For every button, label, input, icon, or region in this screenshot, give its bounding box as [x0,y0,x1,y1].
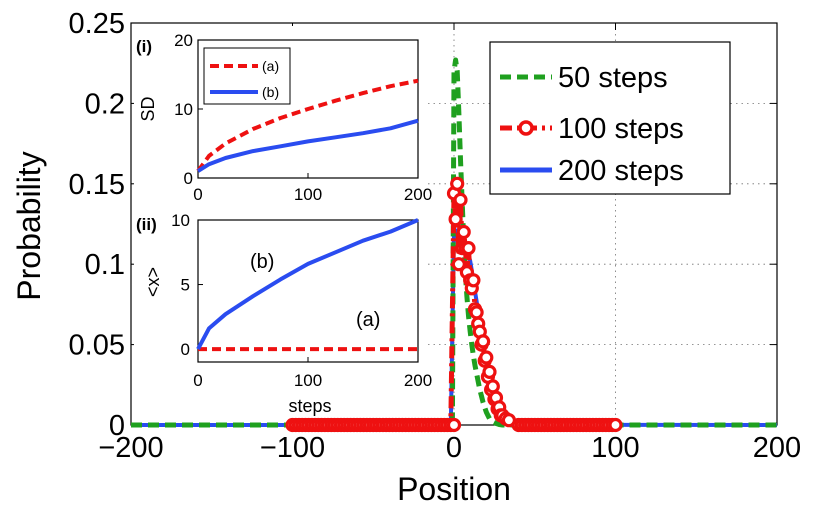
series-marker-100-steps [450,176,465,191]
y-tick-label: 0 [109,410,125,442]
inset-i-y-tick-label: 10 [174,100,193,119]
inset-ii-annotation-b: (b) [250,251,274,273]
x-tick-label: 0 [446,432,462,464]
y-axis-title: Probability [11,151,47,300]
inset-ii-x-tick-label: 0 [193,371,202,390]
series-marker-100-steps [608,417,623,433]
inset-i-x-tick-label: 100 [294,185,322,204]
inset-i-panel-label: (i) [136,37,152,56]
series-line-50-steps [131,57,777,428]
legend-marker-100 [518,120,534,136]
series-marker-100-steps [479,350,494,365]
inset-i-series [196,78,419,173]
inset-ii-y-tick-label: 0 [181,340,190,359]
legend-label-50: 50 steps [558,62,668,94]
inset-i-ticks: 0 100 200 0 10 20 [174,31,432,204]
inset-i-series-line-a [196,78,419,173]
inset-i-legend-label-a: (a) [262,58,279,74]
x-axis-title: Position [397,471,511,507]
series-marker-100-steps [482,364,497,379]
inset-ii: (ii) 0 100 200 0 5 10 <x> steps (b) (a) [134,206,432,416]
series-marker-100-steps [451,257,466,272]
series-marker-100-steps [453,192,468,207]
series-marker-100-steps [485,379,500,394]
y-tick-label: 0.15 [69,169,125,201]
y-tick-label: 0.05 [69,330,125,362]
inset-i-y-tick-label: 0 [184,169,193,188]
inset-ii-x-title: steps [288,396,331,416]
inset-ii-x-tick-label: 200 [404,371,432,390]
series-marker-100-steps [476,334,491,349]
inset-ii-y-title: <x> [143,267,163,297]
legend: 50 steps 100 steps 200 steps [489,41,731,195]
legend-label-100: 100 steps [558,113,684,145]
main-series [131,57,778,433]
inset-ii-annotation-a: (a) [356,309,380,331]
inset-i-x-tick-label: 0 [193,185,202,204]
series-marker-100-steps [469,305,484,320]
x-tick-label: −200 [98,432,163,464]
inset-ii-y-tick-label: 5 [181,276,190,295]
y-tick-label: 0.2 [85,88,125,120]
series-marker-100-steps [501,413,516,428]
series-marker-100-steps [446,417,462,433]
inset-ii-x-tick-label: 100 [294,371,322,390]
series-marker-100-steps [448,212,463,227]
y-tick-label: 0.25 [69,8,125,40]
series-marker-100-steps [461,241,476,256]
inset-ii-y-tick-label: 10 [171,211,190,230]
series-marker-100-steps [466,273,481,288]
x-tick-label: 100 [591,432,639,464]
inset-ii-series-line-b [196,218,419,351]
inset-i-y-title: SD [138,96,158,121]
inset-ii-series [196,218,419,352]
series-marker-100-steps [456,224,471,240]
x-tick-label: −100 [260,432,325,464]
y-tick-label: 0.1 [85,249,125,281]
inset-i-legend-label-b: (b) [262,84,279,100]
inset-i-legend-box [203,47,291,105]
legend-label-200: 200 steps [558,155,684,187]
inset-ii-ticks: 0 100 200 0 5 10 [171,211,432,390]
inset-i-x-tick-label: 200 [404,185,432,204]
inset-i-y-tick-label: 20 [174,31,193,50]
inset-ii-frame [197,219,419,363]
inset-ii-panel-label: (ii) [136,215,157,234]
x-tick-label: 200 [753,432,801,464]
inset-i-series-line-b [196,118,419,173]
inset-i: (i) 0 100 200 0 10 20 SD (a) (b) [134,26,432,206]
